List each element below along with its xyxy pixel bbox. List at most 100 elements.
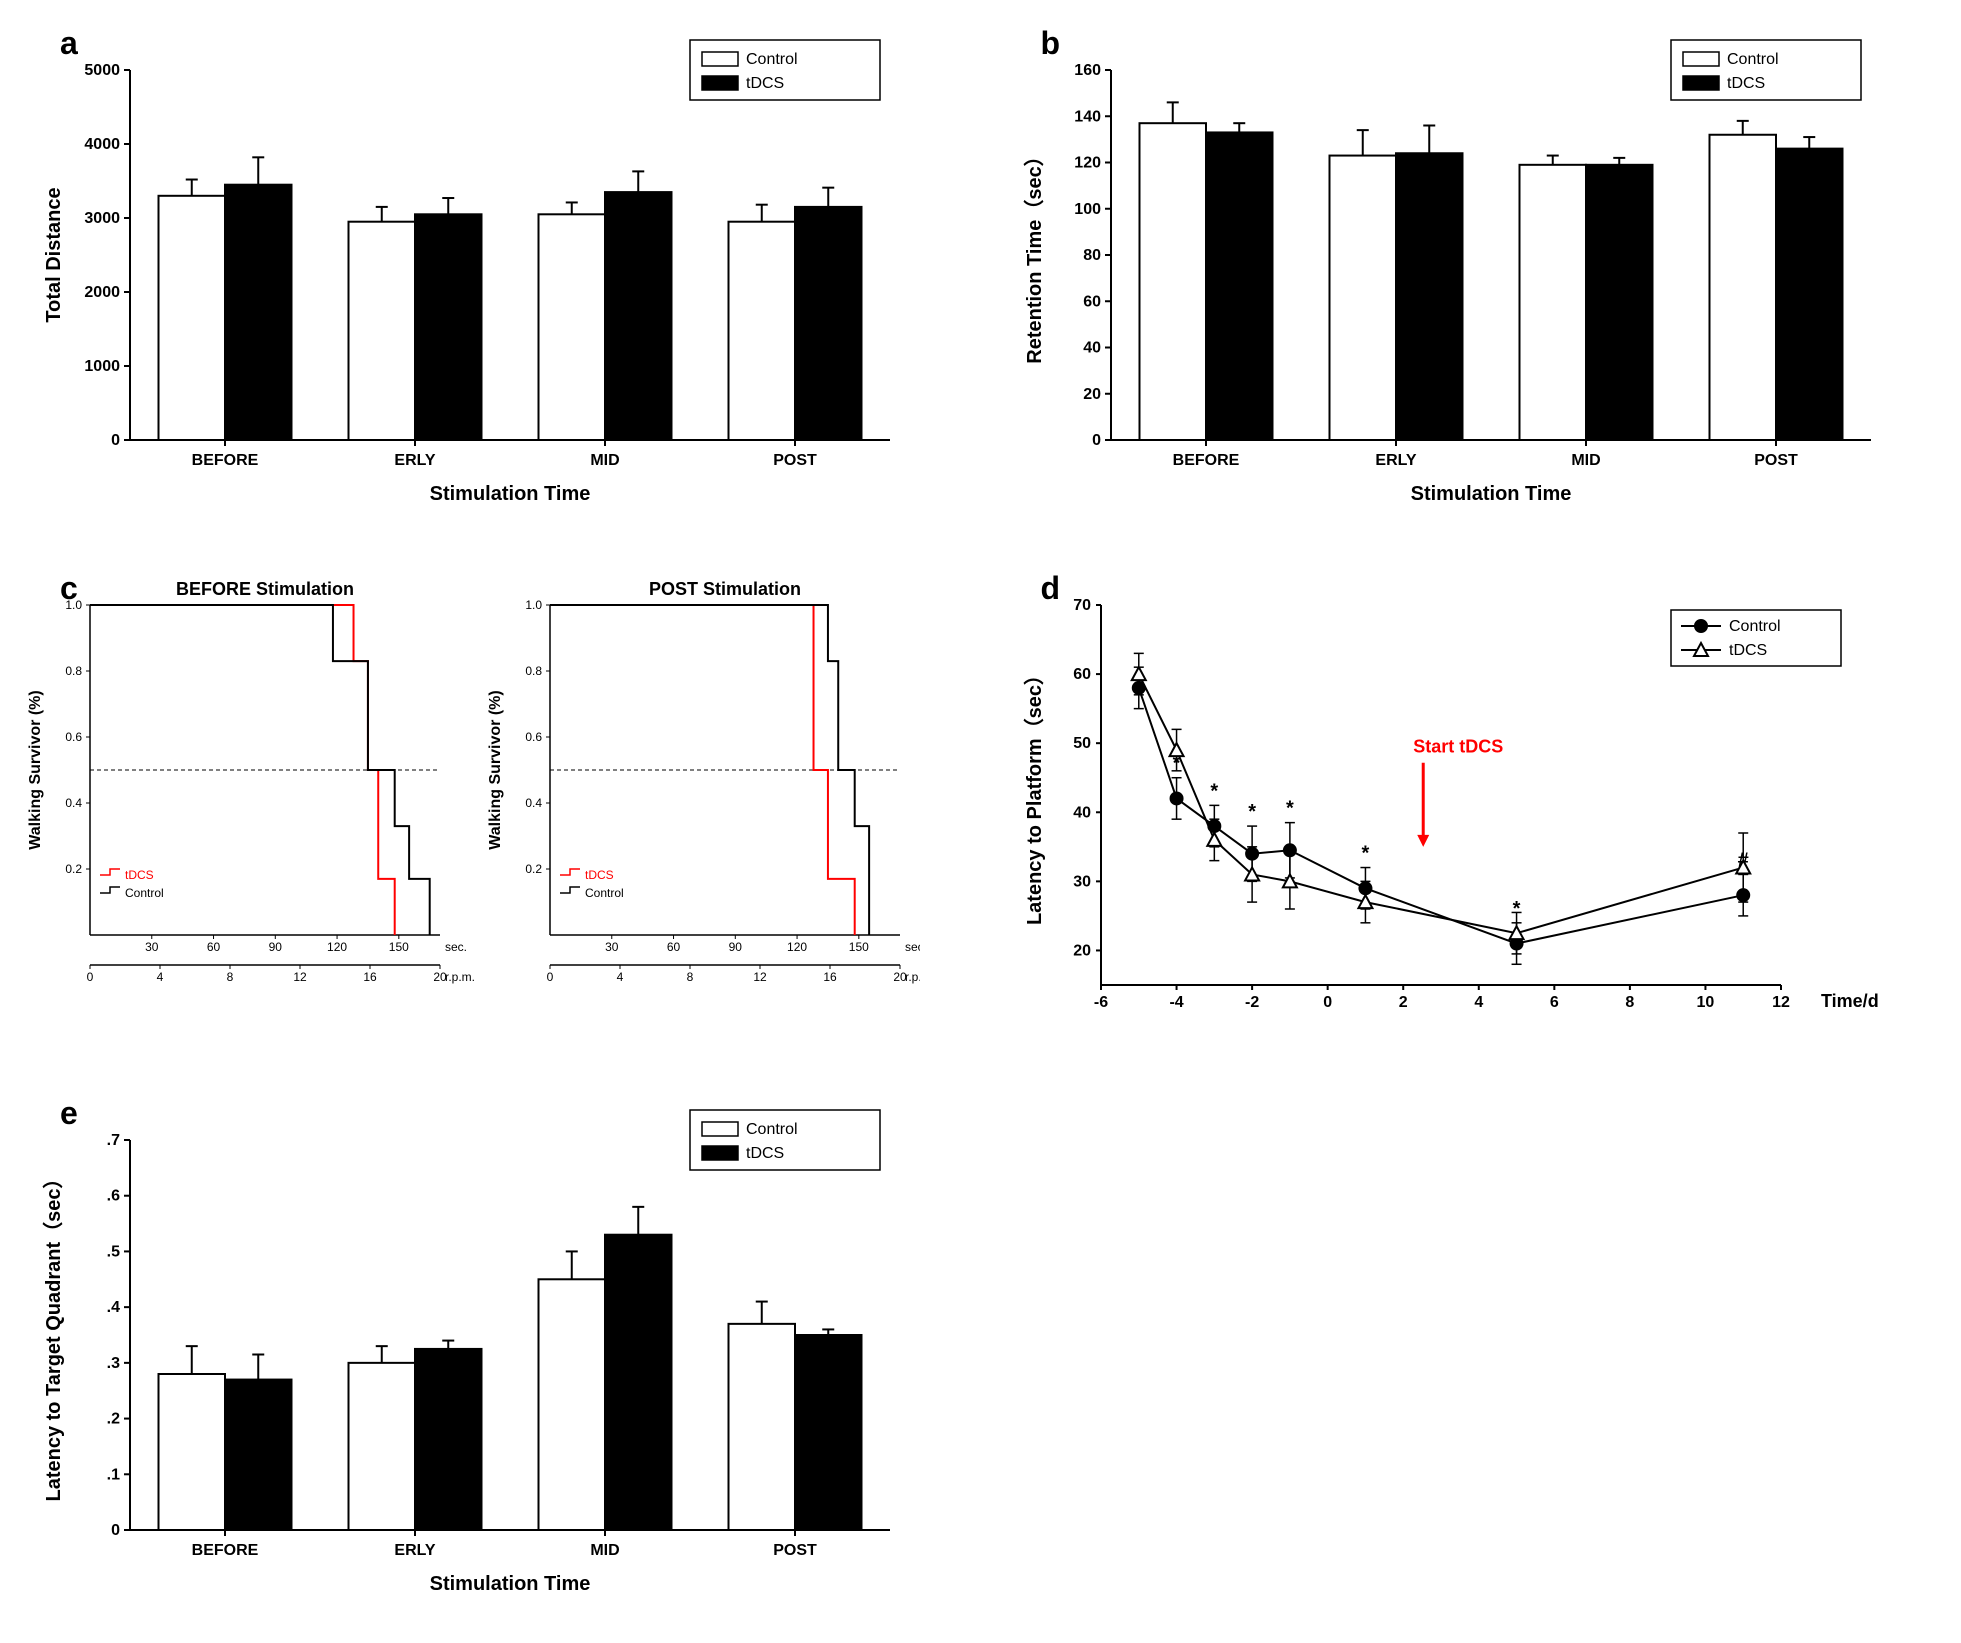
svg-text:40: 40 <box>1073 804 1091 821</box>
svg-text:Total Distance: Total Distance <box>43 187 65 322</box>
svg-text:8: 8 <box>227 970 234 984</box>
svg-text:12: 12 <box>1772 994 1790 1011</box>
svg-text:60: 60 <box>207 940 221 954</box>
svg-text:90: 90 <box>729 940 743 954</box>
svg-text:.3: .3 <box>107 1355 120 1372</box>
panel-c-label: c <box>60 570 78 607</box>
panel-e: e 0.1.2.3.4.5.6.7Latency to Target Quadr… <box>20 1090 961 1615</box>
svg-text:Start tDCS: Start tDCS <box>1413 737 1503 757</box>
svg-text:0.6: 0.6 <box>65 730 82 744</box>
svg-text:0: 0 <box>111 432 120 449</box>
svg-text:0: 0 <box>1092 432 1101 449</box>
panel-e-chart: 0.1.2.3.4.5.6.7Latency to Target Quadran… <box>20 1090 920 1610</box>
svg-text:70: 70 <box>1073 597 1091 614</box>
svg-text:40: 40 <box>1083 340 1101 357</box>
svg-text:140: 140 <box>1074 108 1101 125</box>
svg-text:1000: 1000 <box>84 358 120 375</box>
panel-b: b 020406080100120140160Retention Time（se… <box>1001 20 1942 525</box>
svg-text:5000: 5000 <box>84 62 120 79</box>
svg-text:Control: Control <box>125 886 164 900</box>
svg-text:ERLY: ERLY <box>1375 452 1417 469</box>
svg-text:POST: POST <box>773 452 817 469</box>
svg-text:0: 0 <box>87 970 94 984</box>
svg-text:tDCS: tDCS <box>585 868 614 882</box>
panel-c: c BEFORE Stimulation0.20.40.60.81.0Walki… <box>20 565 961 1050</box>
svg-text:-4: -4 <box>1169 994 1183 1011</box>
panel-b-chart: 020406080100120140160Retention Time（sec）… <box>1001 20 1901 520</box>
svg-text:0.8: 0.8 <box>65 664 82 678</box>
svg-text:tDCS: tDCS <box>746 1145 784 1162</box>
svg-text:8: 8 <box>687 970 694 984</box>
svg-text:.5: .5 <box>107 1243 120 1260</box>
svg-text:sec.: sec. <box>445 940 467 954</box>
svg-text:150: 150 <box>849 940 869 954</box>
svg-text:30: 30 <box>1073 873 1091 890</box>
svg-text:30: 30 <box>605 940 619 954</box>
svg-text:MID: MID <box>590 452 619 469</box>
svg-text:POST Stimulation: POST Stimulation <box>649 579 801 599</box>
svg-text:r.p.m.: r.p.m. <box>905 970 920 984</box>
svg-text:60: 60 <box>1083 293 1101 310</box>
svg-text:tDCS: tDCS <box>125 868 154 882</box>
svg-text:120: 120 <box>787 940 807 954</box>
svg-text:*: * <box>1210 780 1218 802</box>
svg-text:*: * <box>1285 798 1293 820</box>
svg-text:.2: .2 <box>107 1411 120 1428</box>
svg-text:4000: 4000 <box>84 136 120 153</box>
svg-text:0.2: 0.2 <box>525 862 542 876</box>
svg-text:60: 60 <box>667 940 681 954</box>
svg-text:4: 4 <box>617 970 624 984</box>
svg-text:20: 20 <box>1083 386 1101 403</box>
panel-a-label: a <box>60 25 78 62</box>
svg-text:Stimulation Time: Stimulation Time <box>1410 483 1571 505</box>
svg-text:BEFORE Stimulation: BEFORE Stimulation <box>176 579 354 599</box>
svg-text:ERLY: ERLY <box>394 1542 436 1559</box>
svg-text:BEFORE: BEFORE <box>1172 452 1239 469</box>
svg-text:0.8: 0.8 <box>525 664 542 678</box>
svg-text:Stimulation Time: Stimulation Time <box>430 1573 591 1595</box>
svg-text:8: 8 <box>1625 994 1634 1011</box>
panel-a: a 010002000300040005000Total DistanceBEF… <box>20 20 961 525</box>
svg-text:POST: POST <box>773 1542 817 1559</box>
svg-text:100: 100 <box>1074 201 1101 218</box>
svg-text:Control: Control <box>1729 618 1781 635</box>
svg-text:12: 12 <box>293 970 307 984</box>
svg-text:16: 16 <box>823 970 837 984</box>
svg-text:*: * <box>1248 801 1256 823</box>
svg-text:ERLY: ERLY <box>394 452 436 469</box>
svg-text:Control: Control <box>1727 51 1779 68</box>
svg-text:0.6: 0.6 <box>525 730 542 744</box>
svg-text:POST: POST <box>1754 452 1798 469</box>
svg-text:3000: 3000 <box>84 210 120 227</box>
svg-text:-2: -2 <box>1244 994 1258 1011</box>
svg-text:*: * <box>1361 843 1369 865</box>
svg-text:Control: Control <box>746 1121 798 1138</box>
svg-text:120: 120 <box>327 940 347 954</box>
svg-text:0.4: 0.4 <box>65 796 82 810</box>
panel-d-chart: 203040506070-6-4-2024681012Latency to Pl… <box>1001 565 1901 1045</box>
svg-text:1.0: 1.0 <box>525 598 542 612</box>
panel-a-chart: 010002000300040005000Total DistanceBEFOR… <box>20 20 920 520</box>
svg-text:90: 90 <box>269 940 283 954</box>
svg-text:30: 30 <box>145 940 159 954</box>
svg-text:Time/d: Time/d <box>1821 991 1879 1011</box>
svg-text:4: 4 <box>157 970 164 984</box>
panel-e-label: e <box>60 1095 78 1132</box>
svg-text:0: 0 <box>547 970 554 984</box>
svg-text:0: 0 <box>1323 994 1332 1011</box>
svg-text:.4: .4 <box>107 1299 120 1316</box>
svg-text:sec.: sec. <box>905 940 920 954</box>
svg-text:.1: .1 <box>107 1466 120 1483</box>
svg-text:Latency to Platform（sec）: Latency to Platform（sec） <box>1023 665 1046 925</box>
svg-text:MID: MID <box>1571 452 1600 469</box>
svg-text:-6: -6 <box>1093 994 1107 1011</box>
svg-text:tDCS: tDCS <box>1729 642 1767 659</box>
svg-text:Control: Control <box>746 51 798 68</box>
svg-text:150: 150 <box>389 940 409 954</box>
svg-text:tDCS: tDCS <box>1727 75 1765 92</box>
svg-text:4: 4 <box>1474 994 1483 1011</box>
svg-text:10: 10 <box>1696 994 1714 1011</box>
svg-text:tDCS: tDCS <box>746 75 784 92</box>
svg-text:.6: .6 <box>107 1188 120 1205</box>
panel-d-label: d <box>1041 570 1061 607</box>
